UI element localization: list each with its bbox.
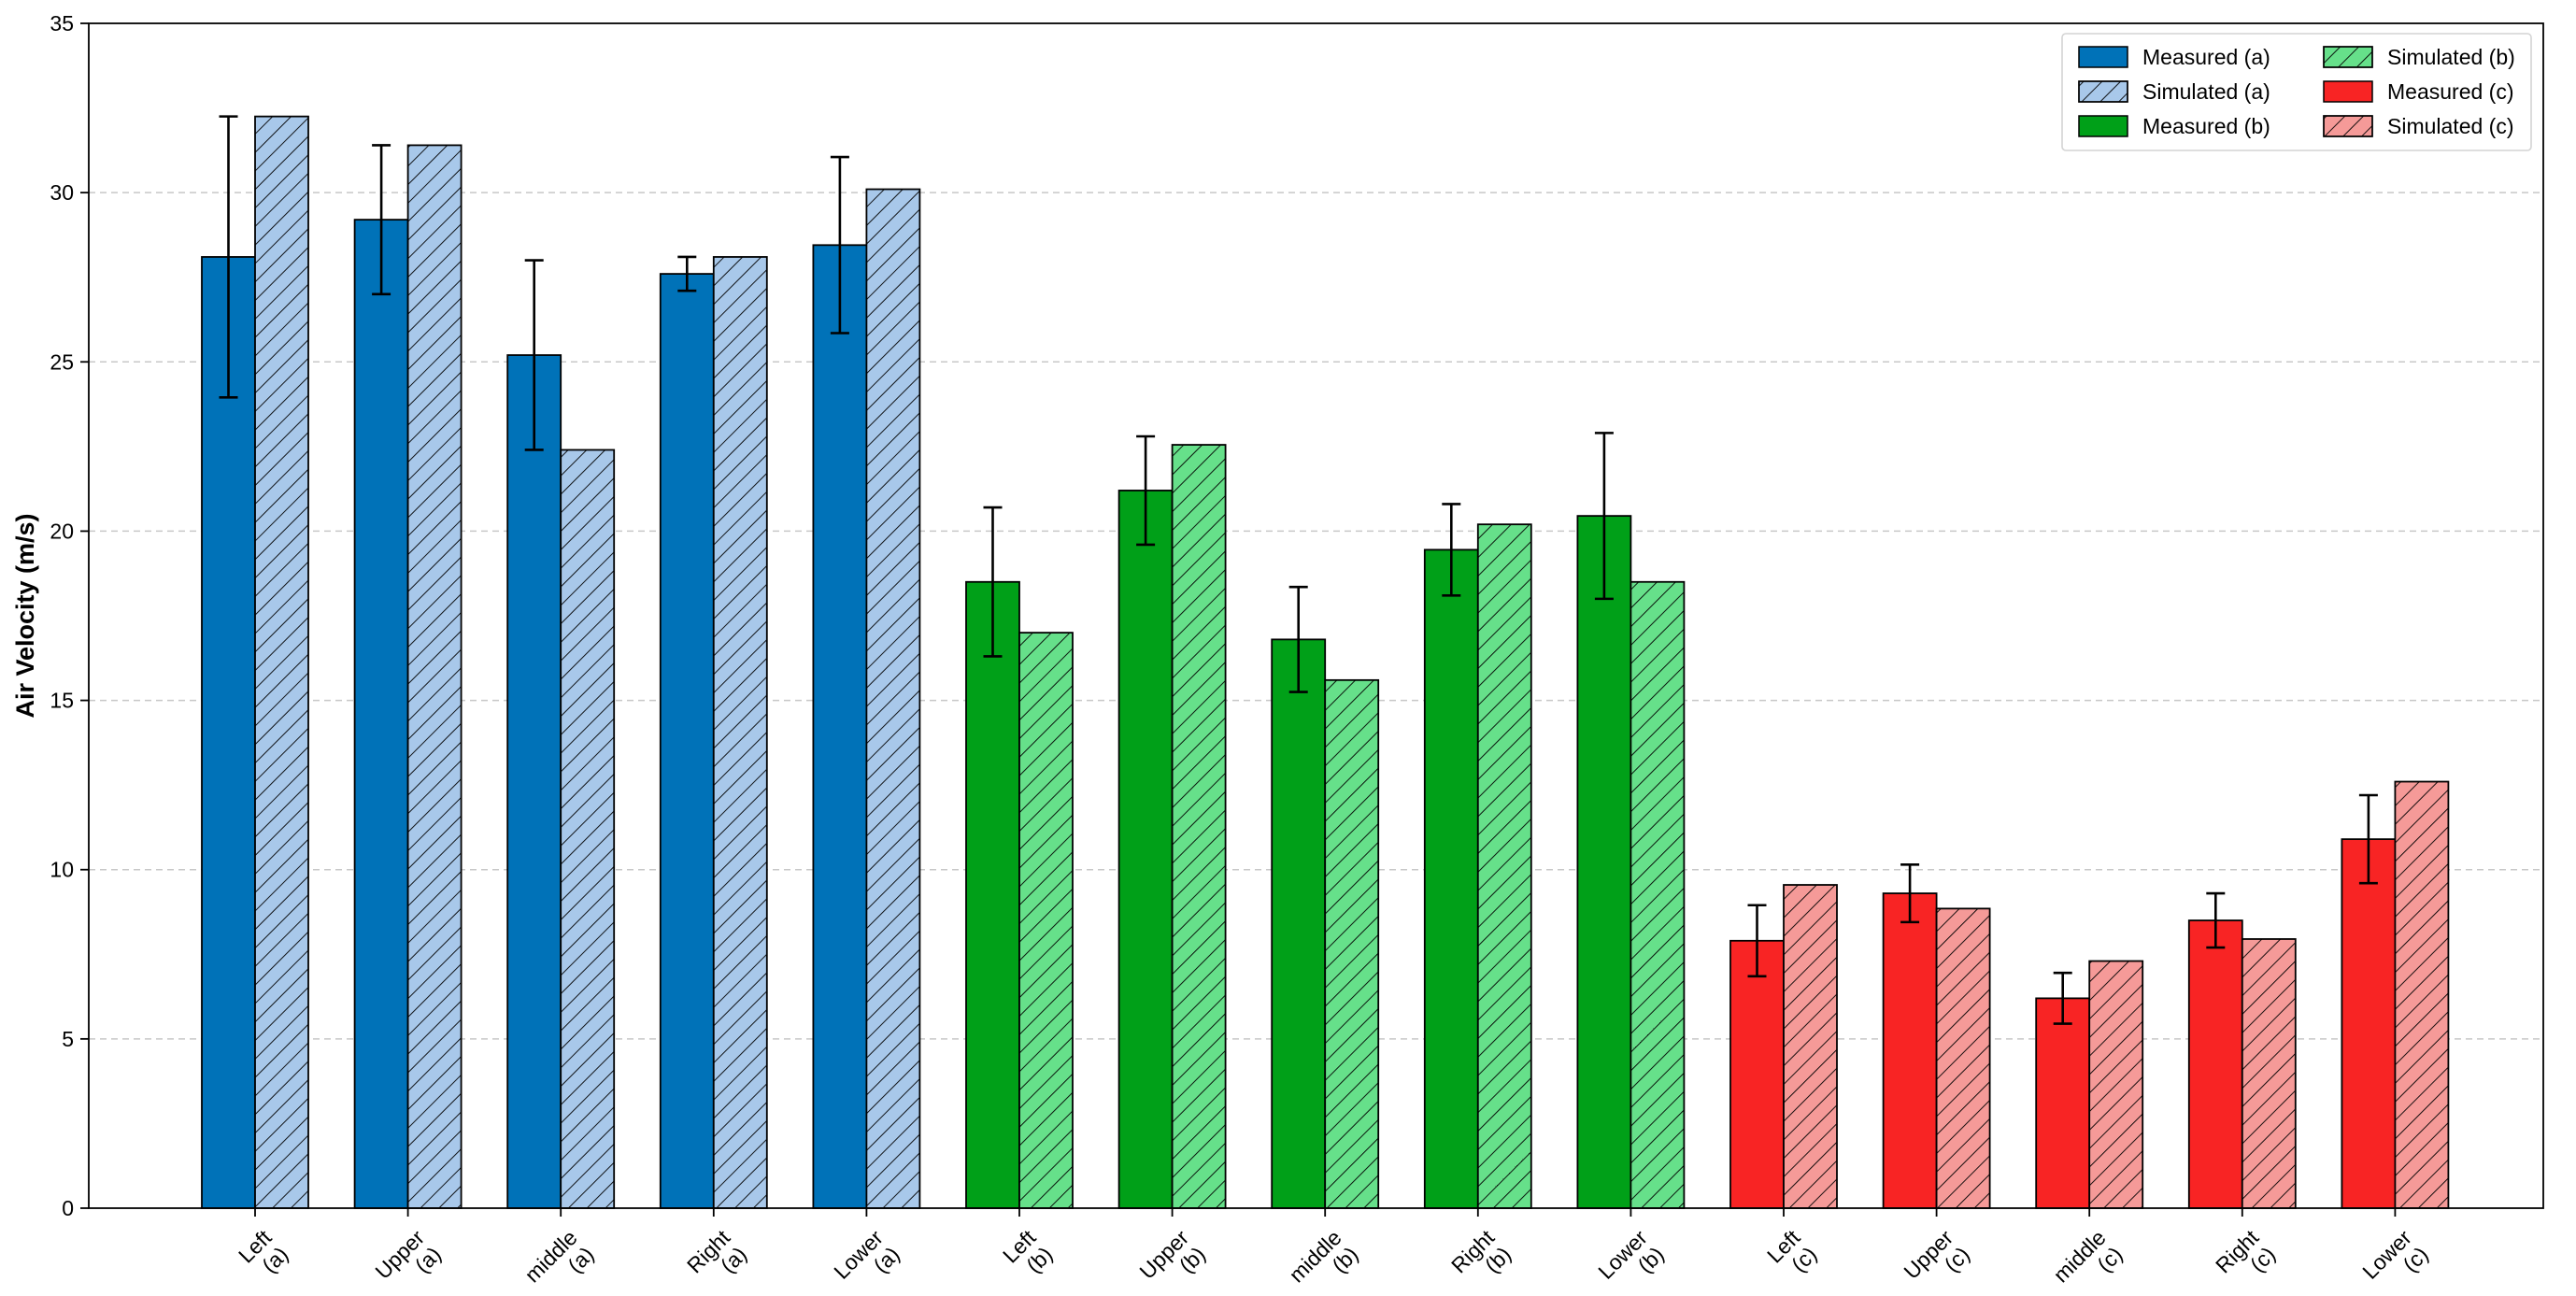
measured-bar	[965, 580, 1020, 1209]
legend-label: Simulated (b)	[2387, 45, 2515, 69]
measured-bar	[2341, 838, 2397, 1209]
x-tick-label: Upper(a)	[370, 1225, 446, 1296]
legend-label: Measured (c)	[2387, 79, 2513, 104]
measured-bar	[201, 256, 256, 1209]
simulated-bar-hatch	[2394, 780, 2450, 1209]
measured-bar	[1423, 548, 1479, 1209]
y-tick-label: 10	[50, 858, 74, 882]
legend-swatch-hatch	[2323, 115, 2373, 137]
x-tick-label: Lower(a)	[829, 1225, 904, 1296]
simulated-bar-hatch	[1324, 678, 1380, 1209]
x-tick-label: Right(a)	[682, 1225, 752, 1295]
simulated-bar-hatch	[1018, 632, 1074, 1209]
measured-bar	[2187, 919, 2243, 1209]
simulated-bar-hatch	[1476, 523, 1532, 1209]
x-tick-label: middle(c)	[2048, 1225, 2127, 1296]
legend-swatch-hatch	[2078, 80, 2128, 103]
simulated-bar-hatch	[1935, 907, 1991, 1209]
legend: Measured (a) Simulated (b) Simulated (a) Me…	[2061, 33, 2532, 151]
simulated-bar-hatch	[2241, 938, 2297, 1209]
simulated-bar-hatch	[560, 449, 616, 1209]
bars	[201, 115, 2450, 1209]
measured-bar	[1576, 515, 1632, 1209]
x-tick-label: Left(a)	[234, 1225, 293, 1285]
y-tick-label: 25	[50, 349, 74, 374]
simulated-bar-hatch	[2088, 960, 2144, 1209]
legend-swatch	[2078, 46, 2128, 68]
y-tick-label: 20	[50, 519, 74, 543]
simulated-bar-hatch	[712, 256, 768, 1209]
y-axis-title: Air Velocity (m/s)	[11, 513, 39, 718]
x-tick-label: middle(a)	[519, 1225, 598, 1296]
measured-bar	[506, 354, 562, 1209]
simulated-bar-hatch	[254, 115, 309, 1209]
x-tick-label: Left(c)	[1762, 1225, 1822, 1285]
legend-label: Simulated (c)	[2387, 114, 2513, 138]
simulated-bar-hatch	[1171, 444, 1227, 1209]
y-tick-label: 0	[62, 1196, 74, 1220]
x-tick-label: Right(c)	[2211, 1225, 2281, 1295]
x-tick-label: Left(b)	[998, 1225, 1058, 1285]
measured-bar	[353, 219, 409, 1209]
legend-swatch-hatch	[2323, 46, 2373, 68]
simulated-bar-hatch	[406, 144, 463, 1209]
y-tick-label: 35	[50, 11, 74, 36]
x-tick-label: Upper(b)	[1134, 1225, 1210, 1296]
measured-bar	[1729, 939, 1785, 1209]
x-tick-label: Lower(b)	[1593, 1225, 1669, 1296]
measured-bar	[659, 273, 715, 1209]
y-tick-label: 30	[50, 180, 74, 205]
legend-box	[2061, 33, 2532, 151]
measured-bar	[1117, 490, 1174, 1209]
x-tick-label: middle(b)	[1284, 1225, 1362, 1296]
x-tick-label: Upper(c)	[1899, 1225, 1974, 1296]
y-tick-label: 5	[62, 1027, 74, 1051]
legend-swatch	[2078, 115, 2128, 137]
legend-label: Measured (a)	[2142, 45, 2270, 69]
measured-bar	[1271, 638, 1327, 1209]
x-tick-label: Right(b)	[1446, 1225, 1516, 1295]
legend-label: Measured (b)	[2142, 114, 2270, 138]
plot-frame	[88, 22, 2544, 1209]
y-tick-label: 15	[50, 689, 74, 713]
legend-swatch	[2323, 80, 2373, 103]
measured-bar	[812, 244, 868, 1209]
simulated-bar-hatch	[1630, 580, 1686, 1209]
simulated-bar-hatch	[865, 188, 921, 1209]
simulated-bar-hatch	[1783, 884, 1838, 1209]
x-tick-label: Lower(c)	[2357, 1225, 2433, 1296]
legend-label: Simulated (a)	[2142, 79, 2270, 104]
measured-bar	[2035, 997, 2091, 1209]
measured-bar	[1882, 892, 1938, 1209]
